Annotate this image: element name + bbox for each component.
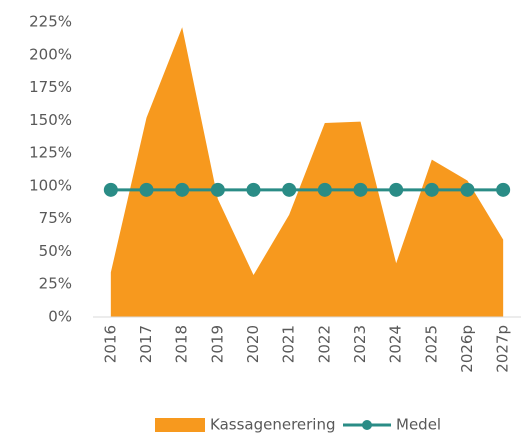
legend-swatch <box>155 418 205 432</box>
x-tick-label: 2022 <box>315 325 333 363</box>
legend-label: Medel <box>396 416 441 434</box>
x-tick-label: 2023 <box>351 325 369 363</box>
y-tick-label: 150% <box>29 111 72 129</box>
y-tick-label: 50% <box>39 242 72 260</box>
line-marker <box>246 182 261 197</box>
y-tick-label: 125% <box>29 144 72 162</box>
y-tick-label: 175% <box>29 78 72 96</box>
line-marker <box>210 182 225 197</box>
legend-marker <box>362 420 372 430</box>
y-tick-label: 225% <box>29 13 72 31</box>
line-marker <box>317 182 332 197</box>
area <box>110 27 504 317</box>
line-marker <box>103 182 118 197</box>
line-marker <box>282 182 297 197</box>
legend-label: Kassagenerering <box>210 416 336 434</box>
x-tick-label: 2024 <box>387 325 405 363</box>
line-marker <box>424 182 439 197</box>
x-tick-label: 2019 <box>208 325 226 363</box>
line-marker <box>496 182 511 197</box>
y-tick-label: 100% <box>29 176 72 194</box>
legend-item: Medel <box>343 416 441 434</box>
y-tick-label: 75% <box>39 209 72 227</box>
x-tick-label: 2020 <box>244 325 262 363</box>
line-marker <box>353 182 368 197</box>
x-tick-label: 2027p <box>494 325 512 373</box>
line-marker <box>139 182 154 197</box>
x-tick-label: 2016 <box>101 325 119 363</box>
line-marker <box>460 182 475 197</box>
x-tick-label: 2026p <box>458 325 476 373</box>
x-tick-label: 2017 <box>137 325 155 363</box>
x-tick-label: 2025 <box>422 325 440 363</box>
x-tick-label: 2018 <box>173 325 191 363</box>
y-tick-label: 200% <box>29 45 72 63</box>
x-tick-label: 2021 <box>280 325 298 363</box>
line-marker <box>175 182 190 197</box>
legend-item: Kassagenerering <box>155 416 336 434</box>
y-tick-label: 25% <box>39 275 72 293</box>
y-tick-label: 0% <box>48 308 72 326</box>
line-marker <box>389 182 404 197</box>
